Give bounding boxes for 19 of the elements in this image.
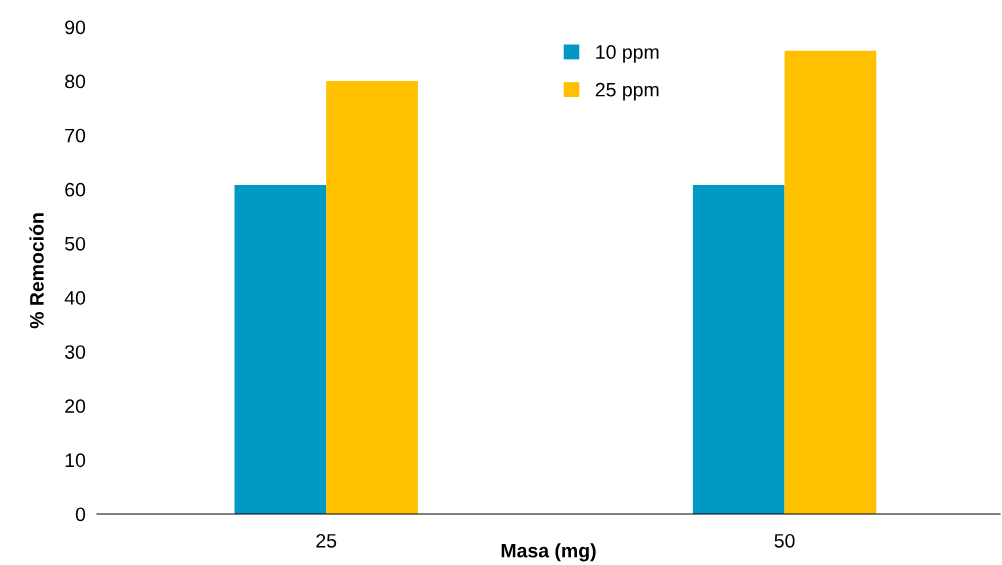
bar <box>692 185 785 514</box>
x-axis-title: Masa (mg) <box>501 543 596 562</box>
y-tick-label: 20 <box>65 399 86 414</box>
legend-label: 25 ppm <box>595 82 659 101</box>
y-tick-label: 70 <box>65 128 86 143</box>
y-tick-label: 80 <box>65 74 86 89</box>
y-tick-label: 60 <box>65 182 86 197</box>
y-tick-label: 40 <box>64 291 86 305</box>
legend-label: 10 ppm <box>596 45 659 63</box>
bar <box>326 81 418 514</box>
y-tick-label: 10 <box>65 453 86 468</box>
bar <box>234 185 327 514</box>
bar <box>784 50 877 514</box>
y-axis-title: % Remoción <box>29 213 44 329</box>
y-tick-label: 0 <box>75 507 86 522</box>
x-tick-label: 25 <box>316 533 337 548</box>
y-tick-label: 30 <box>65 345 86 359</box>
y-tick-label: 50 <box>65 236 86 251</box>
y-tick-label: 90 <box>65 20 86 35</box>
